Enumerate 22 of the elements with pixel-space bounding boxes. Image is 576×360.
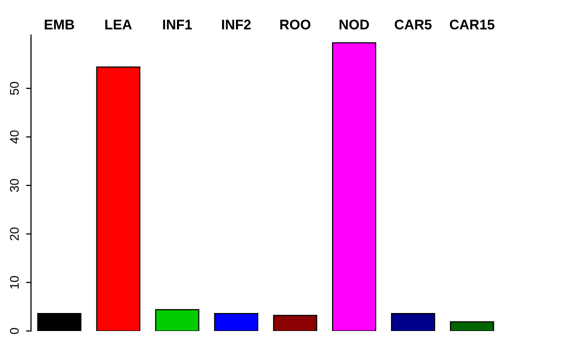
bar (332, 42, 376, 331)
x-tick-label: ROO (280, 20, 310, 30)
y-tick-label: 20 (10, 227, 19, 240)
x-tick-label: NOD (340, 20, 369, 30)
bar (214, 312, 258, 331)
y-tick-label: 50 (10, 82, 19, 95)
bar (155, 309, 200, 331)
x-tick-label: LEA (105, 20, 132, 30)
y-tick-label: 30 (10, 178, 19, 192)
bar (37, 312, 82, 331)
y-tick-label: 40 (10, 130, 19, 144)
x-tick-label: INF1 (163, 20, 192, 30)
x-tick-label: INF2 (222, 20, 251, 30)
x-tick-label: CAR15 (450, 20, 494, 30)
bar (273, 314, 318, 331)
x-tick-label: CAR5 (394, 20, 432, 30)
bar (450, 321, 494, 331)
y-tick-label: 0 (10, 328, 19, 334)
y-tick-label: 10 (10, 276, 19, 288)
bar (391, 312, 436, 331)
bar (96, 66, 140, 331)
x-tick-label: EMB (44, 20, 74, 30)
